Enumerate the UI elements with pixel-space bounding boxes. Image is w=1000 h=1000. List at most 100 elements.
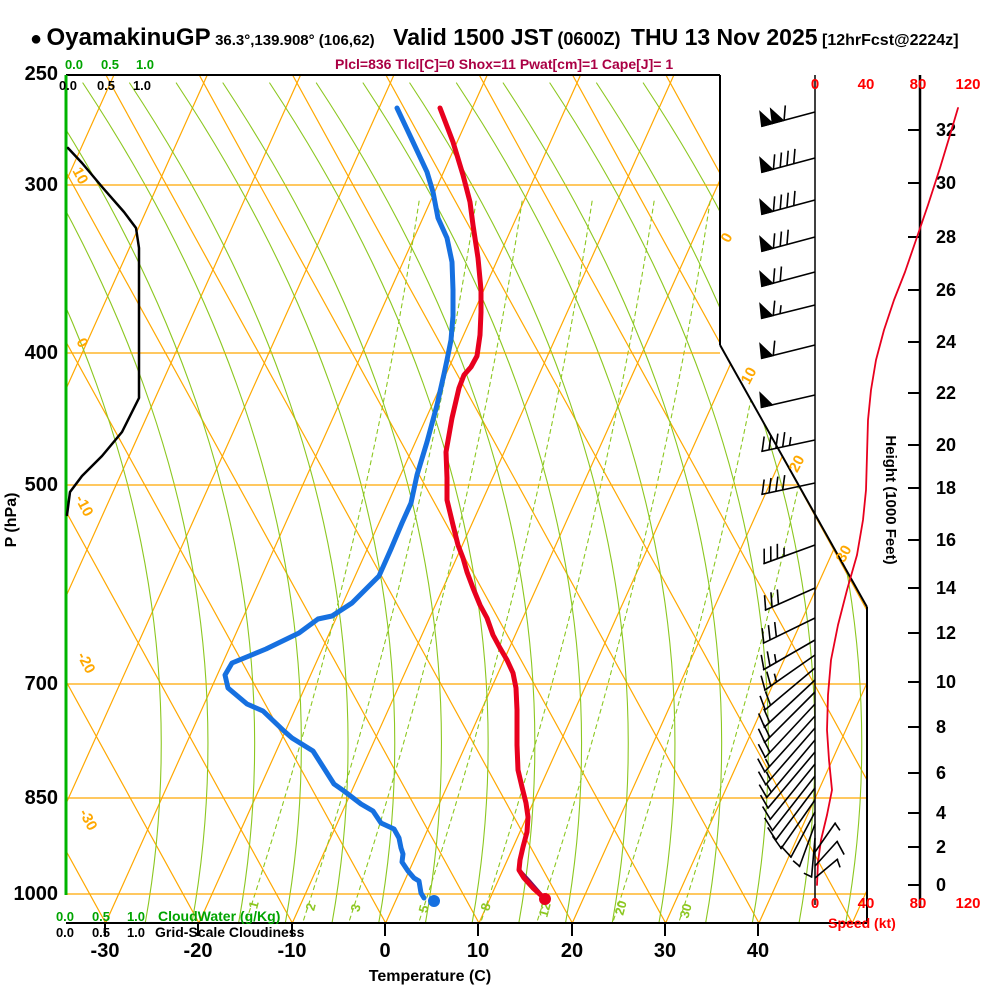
wind-barb [759, 751, 816, 810]
temp-tick-label: 10 [467, 940, 489, 962]
speed-tick-bottom: 80 [910, 895, 927, 912]
isotherm-label: 20 [786, 453, 809, 476]
temp-tick-label: 30 [654, 940, 676, 962]
temp-tick-label: -20 [184, 940, 213, 962]
isotherm-label: 10 [738, 365, 761, 388]
pressure-tick-label: 500 [25, 474, 58, 496]
speed-tick-bottom: 40 [858, 895, 875, 912]
chart-title: ● OyamakinuGP 36.3°,139.908° (106,62) Va… [30, 24, 990, 52]
cloudwater-scale-bottom: 0.0 [56, 909, 74, 924]
pressure-tick-label: 1000 [14, 883, 59, 905]
speed-tick-bottom: 120 [955, 895, 980, 912]
cloudiness-legend: Grid-Scale Cloudiness [155, 924, 305, 940]
cloudiness-scale-bottom: 0.5 [92, 925, 110, 940]
cloudwater-scale-top: 0.0 [65, 57, 83, 72]
mixing-ratio-label: 8 [477, 901, 493, 912]
wind-barb [763, 587, 816, 612]
wind-barb [760, 639, 816, 671]
height-tick-label: 4 [936, 803, 946, 823]
isotherm-label: 30 [833, 543, 856, 566]
wind-barb [759, 667, 816, 712]
height-tick-label: 6 [936, 763, 946, 783]
cloudiness-scale-top: 0.5 [97, 78, 115, 93]
wind-barb [771, 799, 816, 850]
mixing-ratio-label: 3 [347, 902, 363, 913]
wind-barb [761, 763, 816, 821]
adiabat-label: 10 [69, 165, 92, 188]
wind-speed-profile [816, 107, 959, 886]
adiabat-label: 0 [73, 335, 92, 350]
wind-barb [759, 105, 816, 128]
wind-barb [814, 822, 841, 853]
cloudwater-scale-top: 0.5 [101, 57, 119, 72]
mixing-ratio-label: 1 [245, 899, 261, 910]
wind-barbs [757, 105, 845, 879]
height-tick-label: 8 [936, 717, 946, 737]
adiabat-label: -20 [73, 649, 98, 676]
temp-tick-label: -10 [278, 940, 307, 962]
wind-barb [759, 266, 816, 288]
height-tick-label: 24 [936, 332, 956, 352]
mixing-ratio-label: 20 [612, 899, 630, 917]
wind-barb [757, 703, 816, 759]
surface-temperature-dot [539, 893, 551, 905]
wind-barb [759, 391, 816, 409]
temperature-curve [437, 105, 546, 900]
temp-tick-label: 0 [379, 940, 390, 962]
wind-barb [763, 543, 816, 565]
wind-barb [757, 691, 816, 744]
wind-barb [761, 617, 816, 645]
speed-axis-title: Speed (kt) [828, 915, 896, 931]
dewpoint-curve [222, 105, 456, 901]
wind-barb [757, 727, 816, 786]
wind-barb [759, 190, 816, 216]
height-tick-label: 0 [936, 875, 946, 895]
wind-barb [757, 679, 816, 729]
station-coords: 36.3°,139.908° (106,62) [215, 32, 375, 49]
mixing-ratio-label: 5 [415, 903, 431, 914]
pressure-axis-title: P (hPa) [3, 493, 20, 548]
cloudiness-scale-bottom: 1.0 [127, 925, 145, 940]
cloudiness-scale-top: 1.0 [133, 78, 151, 93]
height-tick-label: 14 [936, 578, 956, 598]
height-tick-label: 12 [936, 623, 956, 643]
height-tick-label: 30 [936, 173, 956, 193]
mixing-ratio-label: 30 [677, 902, 695, 920]
pressure-tick-label: 400 [25, 342, 58, 364]
pressure-tick-label: 250 [25, 63, 58, 85]
cloudwater-scale-top: 1.0 [136, 57, 154, 72]
wind-barb [761, 432, 816, 453]
temp-tick-label: -30 [91, 940, 120, 962]
height-tick-label: 22 [936, 383, 956, 403]
wind-barb [792, 823, 816, 868]
grid-lines [66, 75, 867, 923]
wind-barb [780, 811, 816, 859]
valid-date: THU 13 Nov 2025 [630, 24, 818, 50]
adiabat-label: -10 [71, 492, 96, 519]
station-name: OyamakinuGP [46, 24, 211, 51]
mixing-ratio-label: 12 [536, 901, 554, 919]
temp-tick-label: 40 [747, 940, 769, 962]
pressure-tick-label: 700 [25, 673, 58, 695]
adiabat-label: -30 [75, 806, 100, 833]
temperature-axis-title: Temperature (C) [369, 968, 491, 985]
speed-tick-top: 120 [955, 76, 980, 93]
wind-barb [758, 739, 816, 799]
valid-time: Valid 1500 JST [393, 24, 553, 50]
cloudiness-scale-top: 0.0 [59, 78, 77, 93]
surface-dewpoint-dot [428, 895, 440, 907]
wind-barb [757, 715, 816, 774]
height-tick-label: 16 [936, 530, 956, 550]
valid-utc: (0600Z) [557, 29, 621, 49]
speed-tick-top: 80 [910, 76, 927, 93]
speed-tick-bottom: 0 [811, 895, 819, 912]
height-axis-title: Height (1000 Feet) [882, 435, 899, 564]
height-tick-label: 26 [936, 280, 956, 300]
cloudwater-legend: CloudWater (g/Kg) [158, 908, 280, 924]
wind-barb [761, 475, 816, 496]
mixing-ratio-label: 2 [302, 901, 318, 912]
height-tick-label: 20 [936, 435, 956, 455]
pressure-tick-label: 300 [25, 174, 58, 196]
